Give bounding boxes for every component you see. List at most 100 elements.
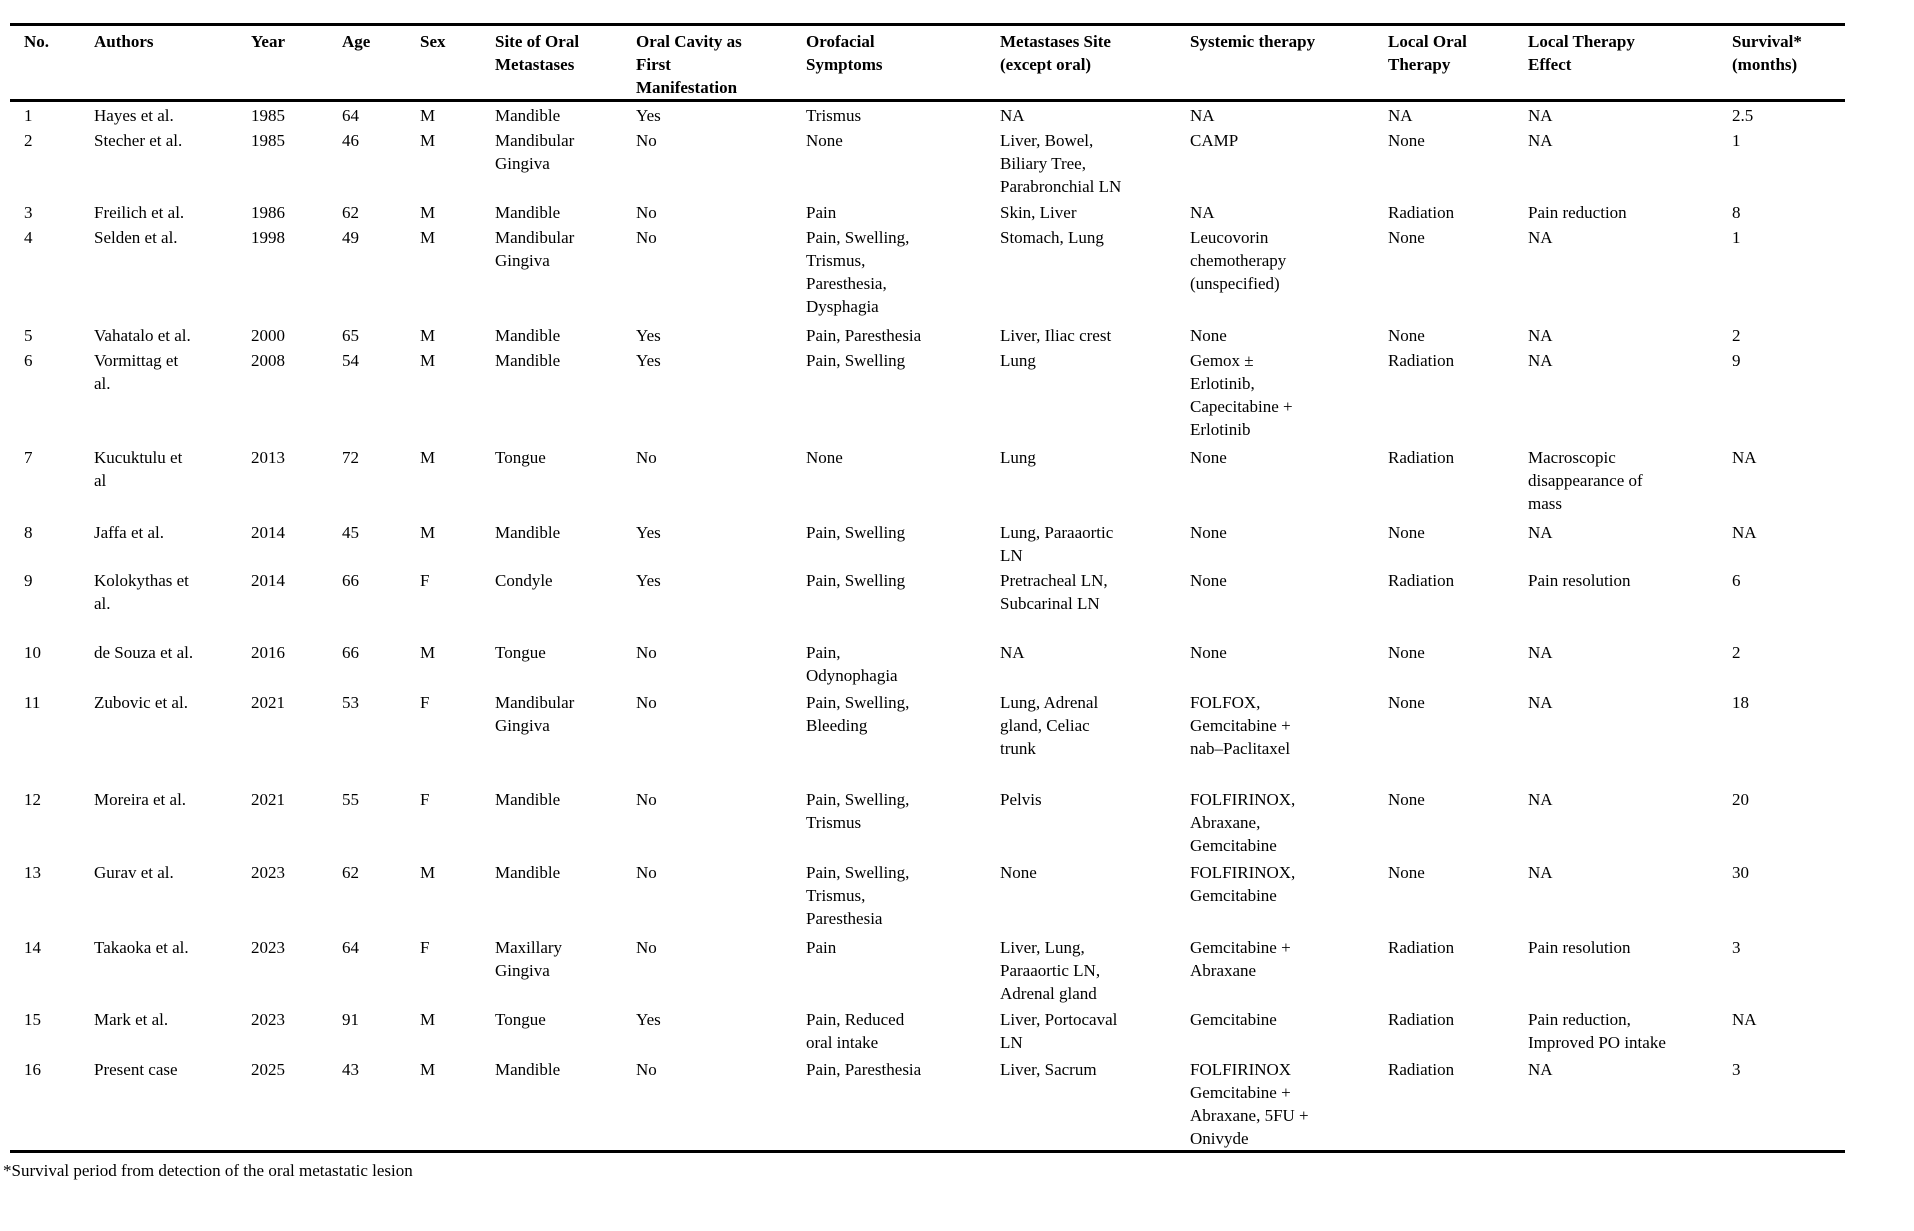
cell-year: 2013 xyxy=(251,448,285,467)
cell-metastases-site: Liver, Sacrum xyxy=(1000,1060,1097,1079)
cell-local-oral-therapy: Radiation xyxy=(1388,938,1455,957)
cell-systemic-therapy: CAMP xyxy=(1190,131,1239,150)
cell-systemic-therapy: FOLFOX, Gemcitabine + nab–Paclitaxel xyxy=(1190,693,1291,758)
table-row: 8 Jaffa et al. 2014 45 M Mandible Yes Pain, Swe… xyxy=(10,519,1845,567)
cell-site-of-oral-metastases: Condyle xyxy=(495,571,553,590)
cell-no: 11 xyxy=(24,693,41,712)
cell-authors: Freilich et al. xyxy=(94,203,185,222)
cell-sex: M xyxy=(420,643,436,662)
cell-age: 62 xyxy=(342,863,359,882)
cell-local-therapy-effect: Macroscopic disappearance of mass xyxy=(1528,448,1643,513)
cell-site-of-oral-metastases: Mandibular Gingiva xyxy=(495,693,575,735)
cell-local-oral-therapy: None xyxy=(1388,228,1425,247)
cell-local-therapy-effect: NA xyxy=(1528,326,1553,345)
cell-no: 4 xyxy=(24,228,33,247)
cell-local-therapy-effect: NA xyxy=(1528,131,1553,150)
cell-oral-cavity-first-manifestation: No xyxy=(636,228,657,247)
cell-survival-months: 2 xyxy=(1732,643,1741,662)
cell-no: 13 xyxy=(24,863,41,882)
cell-no: 8 xyxy=(24,523,33,542)
cell-authors: Vahatalo et al. xyxy=(94,326,191,345)
cell-sex: M xyxy=(420,1060,436,1079)
cell-year: 2014 xyxy=(251,523,285,542)
cell-sex: M xyxy=(420,448,436,467)
cell-local-oral-therapy: NA xyxy=(1388,106,1413,125)
cell-systemic-therapy: FOLFIRINOX, Abraxane, Gemcitabine xyxy=(1190,790,1296,855)
paper-table-page: No. Authors Year Age Sex Site of Oral Me… xyxy=(0,23,1914,1182)
column-header-metastases-site: Metastases Site (except oral) xyxy=(1000,24,1190,102)
column-header-orofacial-symptoms: Orofacial Symptoms xyxy=(806,24,1000,102)
cell-orofacial-symptoms: Pain, Swelling, Trismus xyxy=(806,790,910,832)
cell-metastases-site: Pretracheal LN, Subcarinal LN xyxy=(1000,571,1108,613)
column-header-local-therapy-effect: Local Therapy Effect xyxy=(1528,24,1732,102)
cell-site-of-oral-metastases: Mandible xyxy=(495,523,561,542)
table-row: 15 Mark et al. 2023 91 M Tongue Yes Pain, Reduc… xyxy=(10,1006,1845,1056)
cell-local-oral-therapy: None xyxy=(1388,523,1425,542)
cell-site-of-oral-metastases: Tongue xyxy=(495,643,546,662)
cell-age: 72 xyxy=(342,448,359,467)
cell-systemic-therapy: Gemcitabine xyxy=(1190,1010,1277,1029)
cell-survival-months: 20 xyxy=(1732,790,1749,809)
cell-sex: F xyxy=(420,571,430,590)
cell-site-of-oral-metastases: Mandible xyxy=(495,106,561,125)
cell-orofacial-symptoms: Pain, Paresthesia xyxy=(806,326,922,345)
cell-sex: M xyxy=(420,523,436,542)
cell-age: 91 xyxy=(342,1010,359,1029)
cell-authors: Jaffa et al. xyxy=(94,523,165,542)
table-row: 9 Kolokythas et al. 2014 66 F Condyle Yes Pain,… xyxy=(10,567,1845,639)
table-row: 5 Vahatalo et al. 2000 65 M Mandible Yes Pain, … xyxy=(10,322,1845,347)
cell-site-of-oral-metastases: Mandible xyxy=(495,790,561,809)
cell-local-therapy-effect: NA xyxy=(1528,351,1553,370)
cell-no: 15 xyxy=(24,1010,41,1029)
cell-local-oral-therapy: Radiation xyxy=(1388,203,1455,222)
cell-site-of-oral-metastases: Mandible xyxy=(495,326,561,345)
cell-local-oral-therapy: Radiation xyxy=(1388,448,1455,467)
cell-year: 2023 xyxy=(251,938,285,957)
cell-orofacial-symptoms: Pain, Swelling xyxy=(806,571,906,590)
cell-no: 14 xyxy=(24,938,41,957)
cell-orofacial-symptoms: Pain, Odynophagia xyxy=(806,643,898,685)
cell-orofacial-symptoms: Pain, Swelling xyxy=(806,523,906,542)
cell-metastases-site: NA xyxy=(1000,106,1025,125)
column-header-survival-months: Survival* (months) xyxy=(1732,24,1845,102)
cell-no: 2 xyxy=(24,131,33,150)
cell-local-oral-therapy: None xyxy=(1388,863,1425,882)
column-header-no: No. xyxy=(10,24,94,102)
cell-year: 1986 xyxy=(251,203,285,222)
cell-oral-cavity-first-manifestation: Yes xyxy=(636,351,661,370)
cell-authors: Vormittag et al. xyxy=(94,351,179,393)
cell-local-therapy-effect: NA xyxy=(1528,523,1553,542)
cell-survival-months: 30 xyxy=(1732,863,1749,882)
cell-oral-cavity-first-manifestation: No xyxy=(636,1060,657,1079)
cell-no: 16 xyxy=(24,1060,41,1079)
cell-survival-months: 1 xyxy=(1732,228,1741,247)
cell-year: 2025 xyxy=(251,1060,285,1079)
cell-systemic-therapy: FOLFIRINOX Gemcitabine + Abraxane, 5FU +… xyxy=(1190,1060,1309,1148)
cell-oral-cavity-first-manifestation: No xyxy=(636,448,657,467)
cell-systemic-therapy: None xyxy=(1190,571,1227,590)
cell-metastases-site: Lung, Adrenal gland, Celiac trunk xyxy=(1000,693,1099,758)
cell-sex: M xyxy=(420,203,436,222)
cell-systemic-therapy: Gemcitabine + Abraxane xyxy=(1190,938,1291,980)
cell-orofacial-symptoms: Pain, Reduced oral intake xyxy=(806,1010,905,1052)
cell-authors: Hayes et al. xyxy=(94,106,174,125)
cell-survival-months: 6 xyxy=(1732,571,1741,590)
cell-no: 5 xyxy=(24,326,33,345)
column-header-authors: Authors xyxy=(94,24,251,102)
cell-age: 64 xyxy=(342,938,359,957)
cell-survival-months: NA xyxy=(1732,1010,1757,1029)
cell-year: 1985 xyxy=(251,106,285,125)
cell-local-therapy-effect: NA xyxy=(1528,228,1553,247)
column-header-age: Age xyxy=(342,24,420,102)
cell-age: 62 xyxy=(342,203,359,222)
cell-sex: F xyxy=(420,790,430,809)
cell-systemic-therapy: Leucovorin chemotherapy (unspecified) xyxy=(1190,228,1287,293)
cell-local-therapy-effect: NA xyxy=(1528,790,1553,809)
column-header-sex: Sex xyxy=(420,24,495,102)
case-report-table: No. Authors Year Age Sex Site of Oral Me… xyxy=(10,23,1845,1153)
cell-local-therapy-effect: NA xyxy=(1528,643,1553,662)
cell-authors: Takaoka et al. xyxy=(94,938,189,957)
cell-no: 6 xyxy=(24,351,33,370)
table-row: 7 Kucuktulu et al 2013 72 M Tongue No None Lung N… xyxy=(10,444,1845,519)
cell-sex: M xyxy=(420,228,436,247)
